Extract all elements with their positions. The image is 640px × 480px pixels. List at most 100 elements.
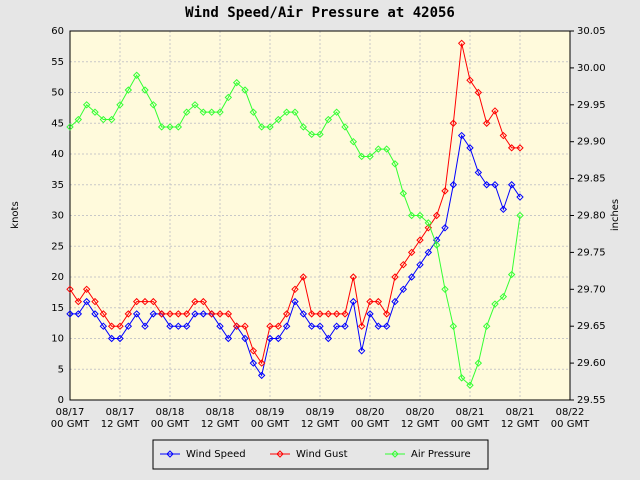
data-point [132, 310, 141, 318]
data-point [124, 310, 133, 318]
data-point [316, 322, 324, 330]
data-point [474, 88, 483, 97]
data-point [324, 115, 333, 124]
data-point [241, 86, 249, 94]
legend-marker [276, 450, 284, 458]
data-point [199, 297, 208, 306]
data-point [107, 322, 116, 330]
data-point [324, 310, 333, 318]
data-point [157, 123, 166, 131]
x-tick-label: 08/18 00 GMT [151, 407, 190, 430]
data-point [207, 310, 216, 318]
data-point [266, 334, 274, 343]
y-tick-label: 20 [51, 272, 64, 283]
legend-marker [391, 450, 399, 458]
data-point [232, 322, 241, 330]
data-point [474, 168, 483, 177]
data-point [466, 381, 474, 389]
data-point [407, 248, 416, 257]
x-tick-label: 08/17 00 GMT [51, 407, 90, 430]
data-point [116, 334, 124, 343]
data-point [457, 39, 466, 48]
data-point [449, 119, 458, 127]
data-point [349, 137, 358, 146]
data-point [374, 297, 383, 306]
data-point [374, 145, 383, 153]
data-point [466, 144, 474, 152]
data-point [341, 322, 349, 330]
data-point [116, 101, 124, 109]
data-point [316, 310, 324, 318]
data-point [82, 101, 91, 109]
data-point [507, 270, 516, 279]
data-point [424, 219, 433, 227]
data-point [391, 297, 399, 306]
data-point [491, 107, 499, 115]
data-point [232, 78, 241, 87]
data-point [374, 322, 383, 330]
data-point [491, 300, 499, 308]
data-point [507, 144, 516, 152]
data-point [257, 123, 266, 131]
data-point [182, 310, 191, 318]
data-point [449, 181, 458, 189]
data-point [124, 86, 133, 94]
data-point [107, 334, 116, 343]
data-point [332, 322, 341, 330]
data-point [449, 322, 458, 330]
series-line [69, 74, 521, 387]
data-point [482, 322, 491, 330]
data-point [441, 285, 449, 294]
data-point [82, 297, 91, 306]
data-point [249, 347, 258, 355]
data-point [332, 310, 341, 318]
data-point [99, 115, 108, 124]
data-point [124, 322, 133, 330]
data-point [141, 297, 149, 306]
x-tick-label: 08/19 12 GMT [301, 407, 340, 430]
data-point [149, 310, 158, 318]
y-tick-label: 25 [51, 241, 64, 252]
data-point [441, 187, 449, 195]
y2-tick-label: 29.55 [577, 395, 606, 406]
data-point [216, 108, 224, 116]
data-point [199, 310, 208, 318]
data-point [516, 193, 524, 201]
data-point [149, 297, 158, 306]
data-point [341, 123, 349, 131]
y-tick-label: 30 [51, 211, 64, 222]
data-point [166, 322, 174, 330]
data-point [174, 123, 183, 131]
data-point [174, 310, 183, 318]
x-tick-label: 08/19 00 GMT [251, 407, 290, 430]
y-tick-label: 55 [51, 57, 64, 68]
y-tick-label: 0 [58, 395, 64, 406]
data-point [366, 310, 374, 318]
data-point [141, 322, 149, 330]
data-point [399, 285, 408, 294]
data-point [224, 334, 233, 343]
data-point [291, 285, 299, 294]
data-point [282, 322, 291, 330]
data-point [441, 224, 449, 232]
y2-tick-label: 29.95 [577, 100, 606, 111]
data-point [132, 297, 141, 306]
legend-label: Air Pressure [411, 449, 471, 460]
data-point [382, 322, 391, 330]
data-point [282, 108, 291, 116]
data-point [349, 273, 358, 281]
data-point [366, 152, 374, 161]
chart-title: Wind Speed/Air Pressure at 42056 [185, 5, 455, 21]
data-point [74, 115, 83, 124]
data-point [66, 285, 74, 294]
data-point [457, 131, 466, 140]
data-point [341, 310, 349, 318]
data-point [416, 211, 424, 220]
x-tick-label: 08/21 00 GMT [451, 407, 490, 430]
x-tick-label: 08/18 12 GMT [201, 407, 240, 430]
data-point [66, 123, 74, 131]
data-point [466, 76, 474, 84]
data-point [257, 371, 266, 380]
data-point [499, 131, 508, 140]
